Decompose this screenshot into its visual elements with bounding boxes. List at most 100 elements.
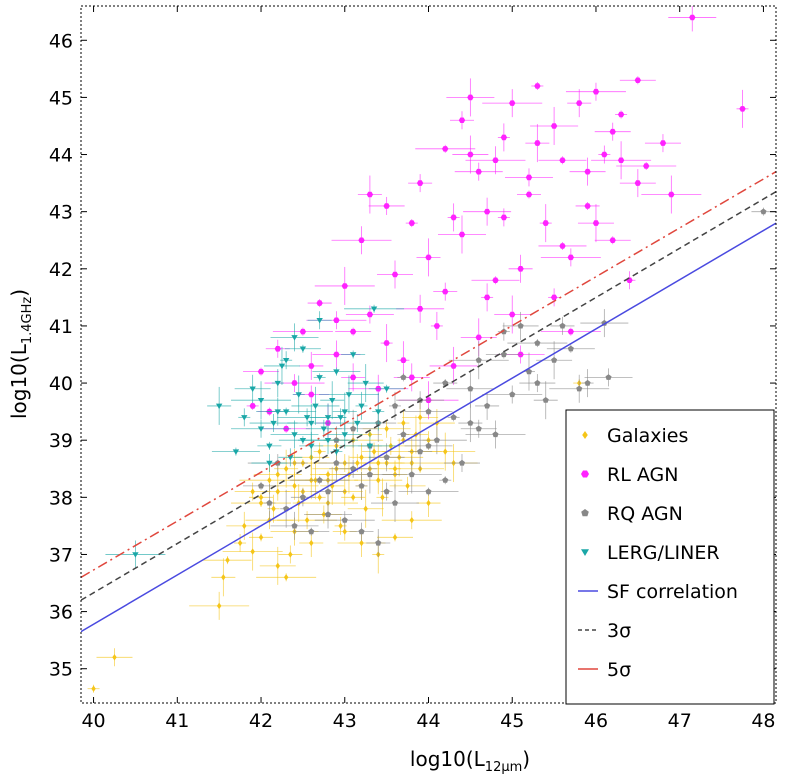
data-point [484, 402, 491, 409]
data-point [500, 134, 508, 141]
data-point [132, 552, 139, 558]
data-point [450, 214, 457, 221]
data-point [342, 528, 348, 535]
data-point [383, 488, 390, 495]
data-point [316, 317, 323, 324]
data-point [417, 414, 423, 421]
data-point [576, 385, 583, 392]
data-point [257, 368, 265, 375]
data-point [391, 271, 399, 278]
data-point [91, 685, 96, 692]
data-point [288, 551, 293, 558]
data-point [609, 128, 616, 135]
data-point [492, 157, 499, 163]
legend: Galaxies RL AGN RQ AGN LERG/LINER SF correla… [565, 409, 775, 705]
data-point [443, 448, 448, 455]
data-point [333, 369, 340, 375]
data-point [275, 471, 281, 478]
x-tick-label: 43 [333, 710, 357, 732]
legend-label: RQ AGN [607, 503, 683, 525]
data-point [458, 231, 466, 238]
data-point [358, 528, 365, 535]
data-point [237, 539, 243, 547]
data-point [333, 351, 340, 358]
data-point [760, 208, 767, 215]
data-point [509, 391, 516, 398]
data-point [299, 437, 307, 444]
data-point [467, 151, 474, 158]
data-point [634, 77, 641, 83]
x-tick-label: 41 [165, 710, 189, 732]
data-point [324, 415, 332, 421]
y-tick-label: 45 [49, 87, 73, 109]
data-point [509, 311, 516, 318]
legend-marker [582, 431, 588, 439]
data-point [525, 174, 533, 181]
data-point [362, 380, 369, 387]
data-point [567, 328, 574, 335]
y-tick-label: 42 [49, 259, 73, 281]
data-point [341, 409, 348, 415]
data-point [408, 471, 415, 478]
data-point [299, 328, 307, 335]
data-point [584, 168, 591, 175]
data-point [304, 516, 310, 524]
line-5- [81, 171, 776, 578]
data-point [291, 522, 298, 529]
series-rl-agn [243, 6, 749, 443]
data-point [250, 548, 255, 555]
data-point [317, 448, 322, 455]
y-tick-label: 36 [49, 602, 73, 624]
data-point [308, 420, 315, 427]
data-point [299, 346, 307, 352]
data-point [383, 340, 390, 346]
data-point [417, 448, 424, 455]
data-point [475, 168, 482, 175]
x-tick-label: 45 [500, 710, 524, 732]
data-point [278, 363, 286, 370]
data-point [405, 482, 410, 490]
series-lerg-liner [105, 304, 405, 569]
data-point [567, 254, 574, 261]
data-point [333, 317, 340, 323]
data-point [341, 517, 348, 523]
data-point [643, 163, 650, 169]
data-point [257, 397, 265, 404]
data-point [359, 539, 364, 547]
data-point [266, 499, 273, 506]
data-point [274, 346, 281, 352]
data-point [291, 432, 298, 438]
data-point [257, 426, 265, 432]
line-sf-correlation [81, 222, 776, 633]
data-point [525, 191, 533, 198]
data-point [258, 494, 264, 501]
data-point [458, 117, 466, 123]
data-point [459, 459, 465, 466]
data-point [112, 654, 117, 661]
data-point [584, 203, 591, 209]
data-point [283, 574, 289, 581]
legend-label: 3σ [607, 620, 631, 642]
data-point [266, 443, 273, 450]
data-point [354, 420, 361, 427]
data-point [483, 208, 491, 215]
data-point [366, 311, 374, 318]
data-point [232, 449, 240, 455]
legend-marker [581, 509, 589, 517]
data-point [380, 494, 385, 501]
data-point [617, 157, 625, 163]
data-point [442, 146, 449, 152]
data-point [275, 488, 281, 495]
data-point [605, 374, 612, 380]
data-point [358, 403, 365, 410]
data-point [550, 294, 558, 301]
x-tick-label: 48 [751, 710, 775, 732]
data-point [270, 420, 277, 427]
data-point [282, 357, 290, 364]
line-3- [81, 191, 776, 601]
data-point [392, 499, 398, 506]
data-point [534, 339, 541, 346]
data-point [274, 409, 281, 415]
data-point [359, 454, 364, 461]
